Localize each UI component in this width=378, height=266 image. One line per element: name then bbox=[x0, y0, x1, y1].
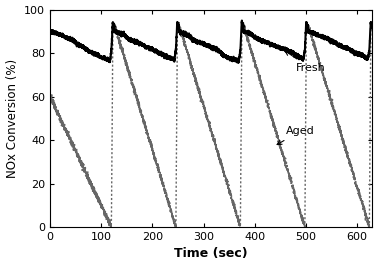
X-axis label: Time (sec): Time (sec) bbox=[174, 247, 248, 260]
Text: Aged: Aged bbox=[277, 126, 314, 144]
Text: Fresh: Fresh bbox=[285, 51, 325, 73]
Y-axis label: NOx Conversion (%): NOx Conversion (%) bbox=[6, 59, 19, 178]
